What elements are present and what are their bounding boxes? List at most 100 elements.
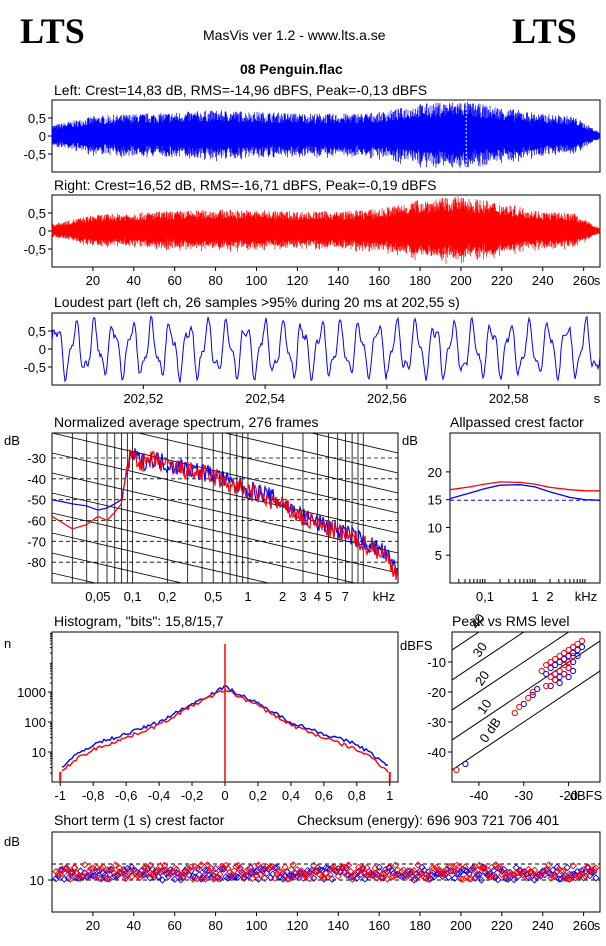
shortterm-point-right	[269, 863, 277, 871]
shortterm-point-left	[60, 875, 68, 883]
shortterm-point-right	[101, 874, 109, 882]
allpass-series-right	[449, 481, 600, 492]
histogram-xtick-label: -0,2	[181, 788, 203, 803]
spectrum-slope-line	[52, 552, 184, 583]
shortterm-point-left	[193, 864, 201, 873]
peakrms-ytick-label: -10	[427, 655, 446, 670]
shortterm-point-right	[393, 866, 402, 874]
shortterm-point-left	[438, 872, 447, 881]
shortterm-point-right	[545, 861, 553, 869]
spectrum-slope-line	[52, 452, 398, 534]
shortterm-point-right	[287, 865, 295, 874]
spectrum-xtick-label: 0,2	[158, 589, 176, 604]
shortterm-point-left	[308, 866, 316, 874]
shortterm-xtick-label: 200	[450, 918, 472, 933]
shortterm-point-right	[487, 863, 496, 872]
peakrms-point-left	[462, 760, 469, 768]
peakrms-point-right	[547, 658, 554, 666]
shortterm-point-right	[103, 866, 111, 874]
loudest-xtick-label: 202,58	[489, 391, 529, 406]
shortterm-point-right	[254, 861, 263, 869]
shortterm-point-left	[275, 873, 283, 881]
right-wave-ytick-label: 0	[39, 224, 46, 239]
shortterm-point-right	[443, 869, 451, 878]
right-wave-xtick-label: 20	[86, 273, 100, 288]
shortterm-point-right	[391, 861, 400, 869]
peakrms-point-left	[574, 652, 581, 660]
allpass-ytick-label: 5	[435, 548, 442, 563]
spectrum-ytick-label: -70	[27, 534, 46, 549]
allpass-xlabel: kHz	[575, 589, 597, 604]
shortterm-point-right	[522, 873, 531, 882]
spectrum-series-right	[52, 449, 398, 580]
shortterm-point-right	[64, 866, 72, 874]
histogram-xtick-label: -0,6	[115, 788, 137, 803]
shortterm-point-left	[475, 870, 483, 879]
shortterm-point-right	[381, 869, 389, 877]
shortterm-xtick-label: 140	[327, 918, 349, 933]
shortterm-point-right	[275, 868, 283, 876]
peakrms-point-right	[516, 703, 523, 711]
shortterm-point-left	[187, 867, 195, 875]
shortterm-xtick-label: 20	[86, 918, 100, 933]
shortterm-point-left	[103, 875, 111, 883]
shortterm-point-right	[361, 870, 369, 878]
shortterm-point-left	[592, 874, 600, 882]
shortterm-point-left	[379, 874, 387, 882]
spectrum-frame	[51, 432, 399, 584]
shortterm-ylabel: dB	[4, 834, 20, 849]
allpass-xtick-label: 1	[531, 589, 538, 604]
right-wave-xtick-label: 60	[167, 273, 181, 288]
shortterm-point-left	[158, 876, 167, 884]
peakrms-point-right	[565, 646, 572, 654]
shortterm-point-right	[467, 875, 475, 883]
loudest-part-title: Loudest part (left ch, 26 samples >95% d…	[54, 294, 460, 310]
shortterm-point-right	[342, 871, 351, 879]
peakrms-point-right	[529, 688, 536, 696]
histogram-ytick-label: 100	[24, 715, 46, 730]
shortterm-point-right	[222, 861, 230, 870]
shortterm-point-right	[451, 867, 459, 875]
shortterm-point-right	[111, 861, 120, 869]
shortterm-xtick-label: 100	[246, 918, 268, 933]
left-wave-waveform	[51, 102, 601, 169]
peakrms-point-left	[547, 682, 554, 690]
histogram-xtick-label: 0,8	[348, 788, 366, 803]
shortterm-xtick-label: 260	[573, 918, 595, 933]
shortterm-point-right	[492, 861, 500, 869]
shortterm-point-right	[426, 870, 434, 878]
allpass-title: Allpassed crest factor	[450, 414, 584, 430]
shortterm-point-right	[124, 871, 132, 880]
loudest-waveform	[51, 315, 601, 383]
right-wave-xtick-label: 100	[246, 273, 268, 288]
shortterm-point-right	[571, 874, 580, 882]
shortterm-point-right	[569, 862, 578, 870]
right-wave-ytick-label: 0,5	[28, 206, 46, 221]
shortterm-point-right	[183, 868, 191, 876]
shortterm-point-right	[306, 874, 314, 883]
shortterm-point-right	[181, 868, 189, 876]
shortterm-point-left	[408, 868, 416, 876]
peakrms-point-right	[552, 676, 559, 684]
shortterm-point-right	[330, 863, 338, 871]
peakrms-point-left	[578, 643, 586, 651]
file-name: 08 Penguin.flac	[240, 61, 343, 77]
right-wave-ytick-label: -0,5	[24, 242, 46, 257]
peakrms-diagonal-label: 20	[472, 668, 493, 688]
shortterm-point-left	[52, 875, 60, 883]
peakrms-point-right	[569, 652, 577, 660]
spectrum-ytick-label: -30	[27, 451, 46, 466]
shortterm-point-right	[375, 867, 383, 876]
shortterm-point-right	[494, 864, 502, 872]
shortterm-point-right	[498, 870, 506, 879]
shortterm-point-right	[109, 868, 117, 877]
peakrms-diagonal-label: 30	[470, 639, 491, 659]
shortterm-point-right	[310, 861, 318, 870]
shortterm-point-right	[283, 875, 291, 883]
loudest-ytick-label: -0,5	[24, 360, 46, 375]
peakrms-point-right	[453, 766, 460, 774]
shortterm-point-left	[201, 866, 209, 874]
shortterm-point-left	[422, 874, 430, 882]
shortterm-ytick-label: 10	[30, 873, 44, 888]
peakrms-ytick-label: -20	[427, 685, 446, 700]
